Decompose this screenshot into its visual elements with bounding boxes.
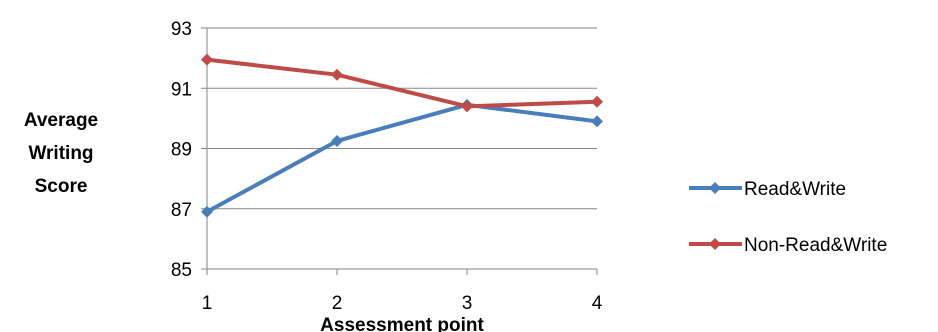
y-axis-title-line-3: Score [34, 176, 88, 197]
axes [206, 28, 597, 270]
legend-item-0: Read&Write [689, 179, 846, 200]
y-axis-title-line-2: Writing [28, 143, 94, 164]
gridlines [201, 27, 597, 270]
x-tick-label: 4 [592, 293, 603, 314]
series-1 [201, 53, 603, 113]
x-axis-title: Assessment point [320, 315, 484, 332]
data-point [201, 205, 213, 218]
legend: Read&Write Non-Read&Write [689, 179, 887, 256]
x-tick-label: 3 [462, 293, 473, 314]
data-point [461, 100, 473, 113]
data-point [331, 68, 343, 81]
data-point [591, 95, 603, 108]
legend-marker [709, 238, 721, 250]
y-tick-label: 93 [171, 19, 192, 40]
y-tick-labels: 85 87 89 91 93 [171, 19, 192, 281]
legend-label: Non-Read&Write [744, 235, 887, 256]
legend-label: Read&Write [744, 179, 846, 200]
x-tick-label: 1 [202, 293, 213, 314]
y-tick-label: 89 [171, 140, 192, 161]
series-line [206, 57, 598, 109]
y-tick-label: 91 [171, 79, 192, 100]
series-lines [201, 53, 603, 218]
y-axis-title: Average Writing Score [0, 104, 122, 203]
x-tick-label: 2 [332, 293, 343, 314]
legend-item-1: Non-Read&Write [689, 235, 887, 256]
y-tick-label: 85 [171, 260, 192, 281]
y-tick-label: 87 [171, 200, 192, 221]
series-line [206, 102, 598, 214]
y-axis-title-line-1: Average [23, 110, 99, 131]
x-tick-labels: 1 2 3 4 [202, 269, 603, 314]
series-0 [201, 98, 603, 218]
data-point [331, 134, 343, 147]
data-point [591, 115, 603, 128]
legend-marker [709, 182, 721, 194]
data-point [201, 53, 213, 66]
